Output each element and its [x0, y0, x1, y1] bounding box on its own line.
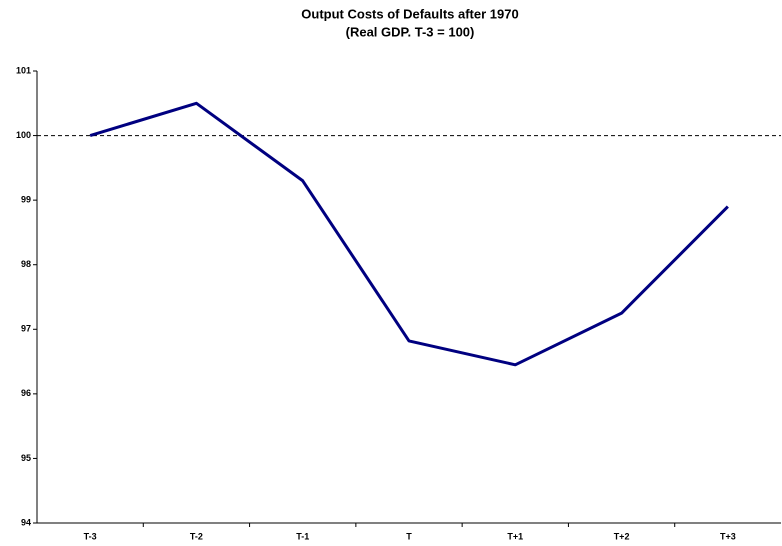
x-tick-label: T-1 — [296, 531, 309, 541]
x-tick-label: T-2 — [190, 531, 203, 541]
y-tick-label: 94 — [21, 517, 31, 527]
y-tick-label: 98 — [21, 259, 31, 269]
y-tick-label: 95 — [21, 453, 31, 463]
x-tick-label: T — [406, 531, 412, 541]
y-tick-label: 99 — [21, 195, 31, 205]
y-tick-label: 97 — [21, 324, 31, 334]
x-tick-label: T+2 — [614, 531, 630, 541]
chart-title: Output Costs of Defaults after 1970 — [301, 6, 518, 21]
x-tick-label: T-3 — [84, 531, 97, 541]
y-tick-label: 101 — [16, 65, 31, 75]
y-tick-label: 96 — [21, 388, 31, 398]
line-series — [89, 101, 729, 367]
x-tick-label: T+3 — [720, 531, 736, 541]
y-tick-label: 100 — [16, 130, 31, 140]
chart-subtitle: (Real GDP. T-3 = 100) — [346, 24, 475, 39]
x-tick-label: T+1 — [507, 531, 523, 541]
